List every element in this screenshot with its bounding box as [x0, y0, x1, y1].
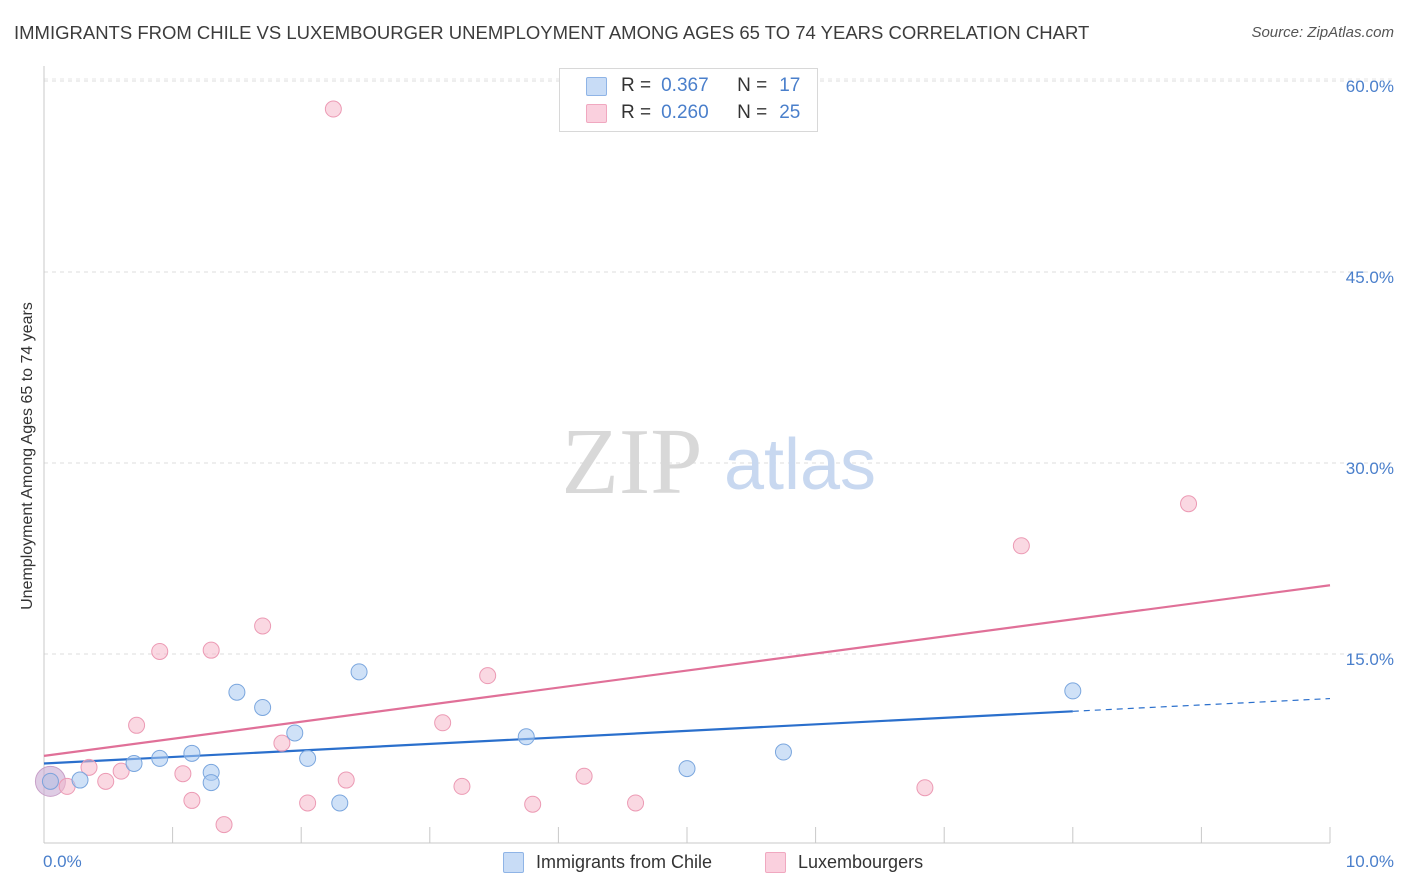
point-luxembourgers [434, 714, 452, 732]
correlation-legend: R = 0.367 N = 17 R = 0.260 N = 25 [559, 68, 818, 132]
point-luxembourgers [112, 762, 130, 780]
point-chile [678, 760, 696, 778]
point-luxembourgers [97, 772, 115, 790]
point-chile [517, 728, 535, 746]
point-luxembourgers [128, 716, 146, 734]
x-tick-label-min: 0.0% [43, 852, 82, 871]
chart-title: IMMIGRANTS FROM CHILE VS LUXEMBOURGER UN… [14, 22, 1090, 43]
gridlines [44, 78, 1394, 655]
legend-row-luxembourgers: R = 0.260 N = 25 [586, 101, 800, 125]
point-chile [125, 755, 143, 773]
axes [43, 66, 1331, 844]
point-luxembourgers [479, 667, 497, 685]
point-chile [202, 774, 220, 792]
y-tick-label: 30.0% [1345, 459, 1394, 478]
point-luxembourgers [151, 642, 169, 660]
point-chile [254, 698, 272, 716]
legend-row-chile: R = 0.367 N = 17 [586, 74, 800, 98]
watermark: ZIP atlas [562, 410, 877, 514]
trend-line-chile-extension [1072, 697, 1331, 712]
legend-swatch-pink [586, 103, 607, 123]
source-credit: Source: ZipAtlas.com [1251, 24, 1394, 41]
watermark-zip: ZIP [562, 410, 703, 514]
y-tick-label: 45.0% [1345, 268, 1394, 287]
y-tick-label: 60.0% [1345, 77, 1394, 96]
x-tick-label-max: 10.0% [1345, 852, 1394, 871]
bottom-legend-luxembourgers: Luxembourgers [765, 852, 923, 873]
watermark-atlas: atlas [724, 425, 876, 505]
bottom-legend-chile: Immigrants from Chile [503, 852, 712, 873]
trend-line-chile [43, 710, 1073, 765]
point-luxembourgers [524, 795, 542, 813]
point-chile [1064, 682, 1082, 700]
point-chile [331, 794, 349, 812]
point-chile [286, 724, 304, 742]
legend-r-value: 0.260 [661, 102, 709, 123]
bottom-legend-label-luxembourgers: Luxembourgers [798, 852, 924, 872]
y-tick-label: 15.0% [1345, 650, 1394, 669]
data-points [34, 100, 1198, 834]
point-chile [183, 744, 201, 762]
bottom-legend-swatch-blue [503, 852, 524, 873]
point-luxembourgers [1012, 537, 1030, 555]
bottom-legend-swatch-pink [765, 852, 786, 873]
trend-lines [43, 584, 1331, 765]
legend-r-label: R = [621, 75, 652, 96]
point-luxembourgers [1180, 495, 1198, 513]
legend-swatch-blue [586, 76, 607, 96]
legend-n-label: N = [737, 75, 768, 96]
legend-r-label: R = [621, 102, 652, 123]
trend-line-luxembourgers [43, 584, 1331, 757]
legend-r-value: 0.367 [661, 75, 709, 96]
point-luxembourgers [254, 617, 272, 635]
legend-n-value: 25 [779, 102, 801, 123]
bottom-legend-label-chile: Immigrants from Chile [536, 852, 713, 872]
point-chile [774, 743, 792, 761]
point-luxembourgers [299, 794, 317, 812]
point-luxembourgers [80, 758, 98, 776]
point-luxembourgers [627, 794, 645, 812]
point-luxembourgers [324, 100, 342, 118]
point-luxembourgers [273, 734, 291, 752]
legend-n-label: N = [737, 102, 768, 123]
point-chile [350, 663, 368, 681]
point-luxembourgers [337, 771, 355, 789]
point-chile [41, 772, 59, 790]
point-luxembourgers [453, 777, 471, 795]
legend-n-value: 17 [779, 75, 801, 96]
point-chile [71, 771, 89, 789]
point-luxembourgers [202, 641, 220, 659]
point-chile [228, 683, 246, 701]
point-luxembourgers [183, 791, 201, 809]
point-chile [299, 749, 317, 767]
point-luxembourgers [575, 767, 593, 785]
point-luxembourgers [916, 779, 934, 797]
point-chile [151, 749, 169, 767]
point-luxembourgers [215, 816, 233, 834]
point-luxembourgers [174, 765, 192, 783]
